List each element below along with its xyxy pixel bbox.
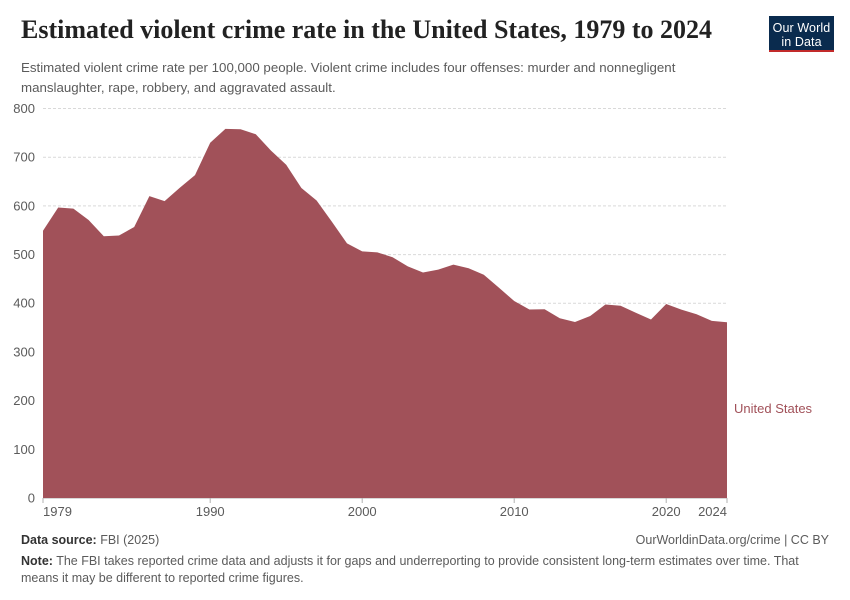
svg-text:600: 600 bbox=[13, 198, 35, 213]
svg-text:2000: 2000 bbox=[348, 504, 377, 519]
svg-text:1979: 1979 bbox=[43, 504, 72, 519]
svg-text:300: 300 bbox=[13, 344, 35, 359]
svg-text:0: 0 bbox=[28, 491, 35, 506]
svg-text:700: 700 bbox=[13, 150, 35, 165]
svg-text:2020: 2020 bbox=[652, 504, 681, 519]
svg-text:2024: 2024 bbox=[698, 504, 727, 519]
svg-text:800: 800 bbox=[13, 101, 35, 116]
svg-text:1990: 1990 bbox=[196, 504, 225, 519]
svg-text:100: 100 bbox=[13, 442, 35, 457]
svg-text:200: 200 bbox=[13, 393, 35, 408]
svg-text:500: 500 bbox=[13, 247, 35, 262]
svg-text:United States: United States bbox=[734, 401, 813, 416]
svg-text:2010: 2010 bbox=[500, 504, 529, 519]
svg-text:400: 400 bbox=[13, 296, 35, 311]
